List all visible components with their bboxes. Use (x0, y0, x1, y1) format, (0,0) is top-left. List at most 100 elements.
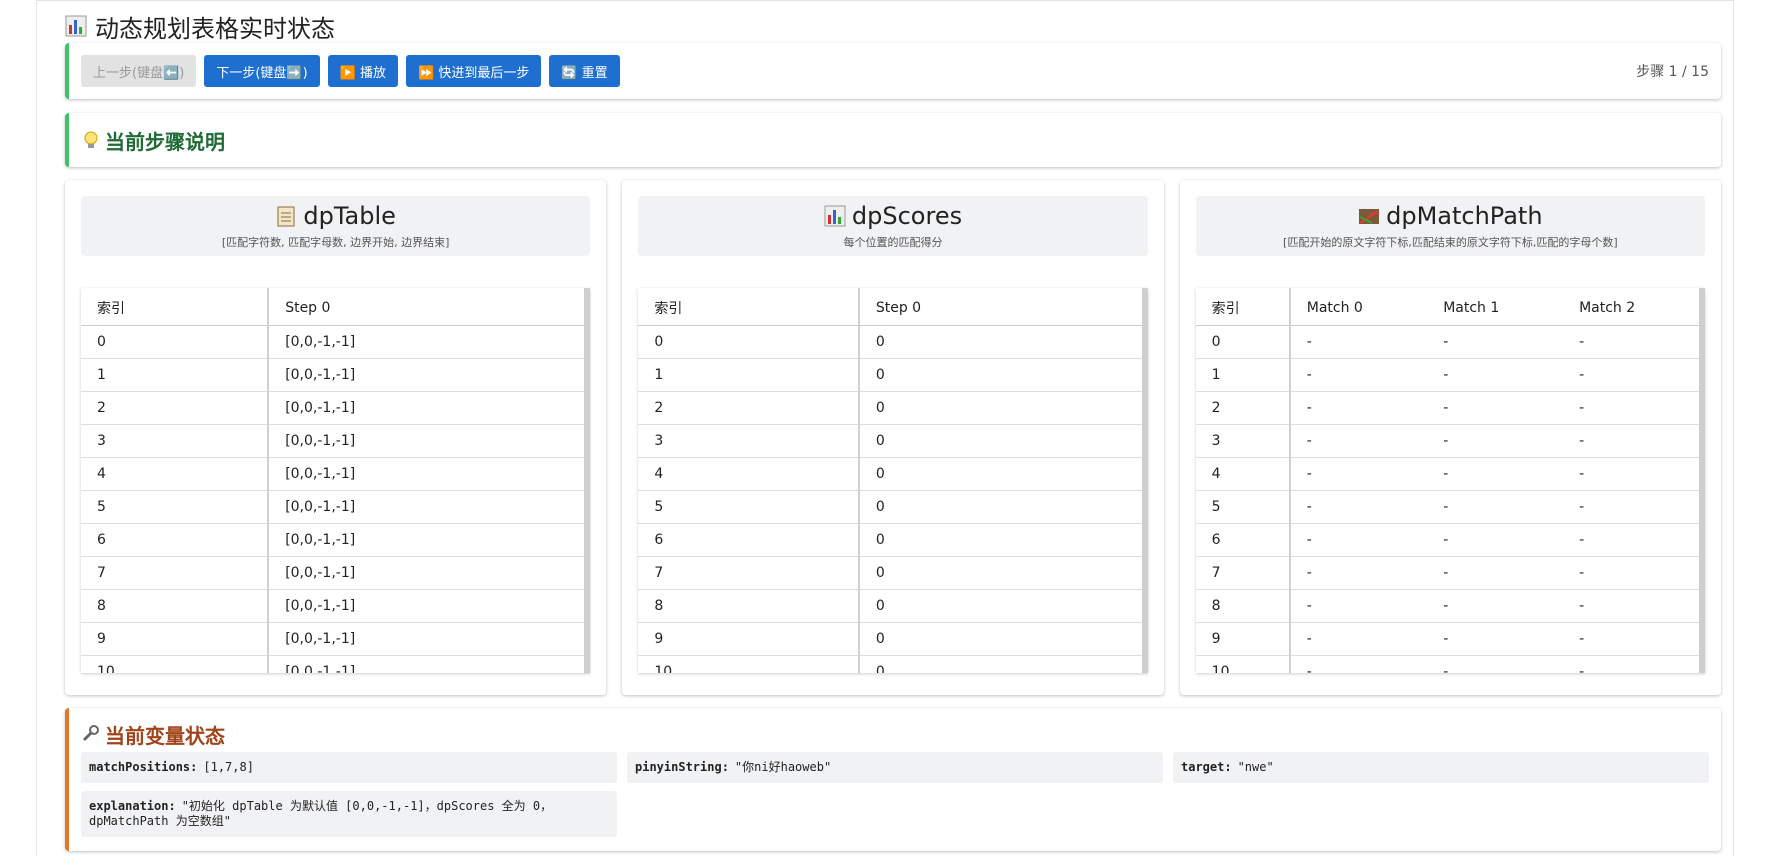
table-row: 8 [0,0,-1,-1] (81, 589, 585, 623)
control-button[interactable]: 🔄 重置 (549, 55, 620, 87)
control-button[interactable]: ▶️ 播放 (327, 55, 399, 87)
table-cell: 9 (1195, 622, 1291, 656)
variable-item: matchPositions: [1,7,8] (81, 752, 617, 783)
table-panel: dpTable [匹配字符数, 匹配字母数, 边界开始, 边界结束] 索引 Step … (65, 180, 607, 695)
table-cell: 10 (638, 655, 860, 673)
variable-key: matchPositions: (89, 760, 198, 774)
table-cell: 7 (81, 556, 270, 590)
table-cell: [0,0,-1,-1] (268, 490, 585, 524)
button-label: 上一步(键盘⬅️) (93, 65, 185, 81)
table-row: 5--- (1195, 490, 1699, 524)
table-cell: [0,0,-1,-1] (268, 622, 585, 656)
variable-key: target: (1181, 760, 1232, 774)
table-cell: - (1289, 523, 1428, 557)
table-cell: 4 (1195, 457, 1291, 491)
table-body: 0 0 1 0 2 0 3 0 4 0 5 0 6 0 7 0 8 0 9 0 10 0 (638, 325, 1142, 673)
table-cell: 0 (858, 391, 1142, 425)
table-cell: - (1563, 556, 1699, 590)
control-button[interactable]: 下一步(键盘➡️) (204, 55, 320, 87)
table-cell: 0 (858, 556, 1142, 590)
button-label: 🔄 重置 (561, 65, 608, 81)
table-cell: - (1289, 358, 1428, 392)
variable-value: "初始化 dpTable 为默认值 [0,0,-1,-1]，dpScores 全… (89, 799, 553, 828)
table-row: 7 [0,0,-1,-1] (81, 556, 585, 590)
table-cell: - (1427, 490, 1564, 524)
variable-value: "你ni好haoweb" (734, 760, 832, 774)
table-cell: 6 (81, 523, 270, 557)
table-cell: - (1289, 589, 1428, 623)
table-row: 6--- (1195, 523, 1699, 557)
table-cell: [0,0,-1,-1] (268, 556, 585, 590)
table-cell: - (1289, 457, 1428, 491)
table-cell: 1 (81, 358, 270, 392)
table-cell: 6 (1195, 523, 1291, 557)
button-label: ▶️ 播放 (339, 65, 387, 81)
table-panel: dpMatchPath [匹配开始的原文字符下标,匹配结束的原文字符下标,匹配的字… (1179, 180, 1721, 695)
panel-title: dpScores (851, 202, 963, 230)
panel-subtitle: 每个位置的匹配得分 (843, 236, 943, 249)
table-row: 4--- (1195, 457, 1699, 491)
panel-icon (824, 205, 846, 227)
table-cell: 8 (1195, 589, 1291, 623)
table-cell: 1 (638, 358, 860, 392)
variable-key: pinyinString: (635, 760, 729, 774)
table-cell: 6 (638, 523, 860, 557)
table-cell: - (1563, 325, 1699, 359)
header-row: 索引 Step 0 (638, 288, 1142, 326)
table-row: 9 [0,0,-1,-1] (81, 622, 585, 656)
table-cell: - (1289, 556, 1428, 590)
table-cell: 0 (638, 325, 860, 359)
table-cell: - (1563, 622, 1699, 656)
variable-item: target: "nwe" (1173, 752, 1709, 783)
panel-icon (277, 206, 295, 227)
variable-item: explanation: "初始化 dpTable 为默认值 [0,0,-1,-1… (81, 791, 617, 837)
panel-title-row: dpMatchPath (1196, 202, 1705, 230)
table-cell: 0 (858, 655, 1142, 673)
panel-header: dpTable [匹配字符数, 匹配字母数, 边界开始, 边界结束] (81, 196, 591, 256)
table-cell: 2 (81, 391, 270, 425)
panel-title-row: dpTable (81, 202, 590, 230)
table-cell: [0,0,-1,-1] (268, 457, 585, 491)
table-cell: 5 (81, 490, 270, 524)
table-row: 1--- (1195, 358, 1699, 392)
table-row: 6 [0,0,-1,-1] (81, 523, 585, 557)
table-body: 0---1---2---3---4---5---6---7---8---9---… (1195, 325, 1699, 673)
variables-grid: matchPositions: [1,7,8] pinyinString: "你ni好… (81, 752, 1709, 837)
variable-item: pinyinString: "你ni好haoweb" (627, 752, 1163, 783)
table-cell: - (1563, 457, 1699, 491)
panel-icon (1359, 209, 1380, 224)
table-cell: 2 (1195, 391, 1291, 425)
control-button[interactable]: 上一步(键盘⬅️) (81, 55, 197, 87)
chart-icon (65, 15, 87, 37)
table-cell: 10 (1195, 655, 1291, 673)
table-cell: - (1289, 424, 1428, 458)
table-scroll: 索引 Step 0 0 0 1 0 2 0 3 0 4 0 5 0 6 0 7 0 8 0 9 0 10 0 (638, 288, 1148, 673)
table-cell: - (1563, 523, 1699, 557)
step-indicator: 步骤 1 / 15 (1636, 64, 1709, 80)
table-cell: - (1427, 589, 1564, 623)
table-cell: - (1563, 589, 1699, 623)
table-cell: - (1427, 622, 1564, 656)
table-cell: 4 (638, 457, 860, 491)
table-cell: 3 (638, 424, 860, 458)
table-cell: 0 (81, 325, 270, 359)
table-cell: 0 (858, 523, 1142, 557)
panel-header: dpMatchPath [匹配开始的原文字符下标,匹配结束的原文字符下标,匹配的字… (1195, 196, 1705, 256)
control-button[interactable]: ⏩ 快进到最后一步 (406, 55, 542, 87)
panel-subtitle: [匹配开始的原文字符下标,匹配结束的原文字符下标,匹配的字母个数] (1283, 236, 1618, 249)
table-scroll: 索引 Step 0 0 [0,0,-1,-1] 1 [0,0,-1,-1] 2 [0,0,-1… (81, 288, 591, 673)
table-cell: 0 (858, 424, 1142, 458)
table-cell: 0 (1195, 325, 1291, 359)
table-head: 索引 Match 0 Match 1 Match 2 (1195, 288, 1699, 326)
table-cell: 0 (858, 457, 1142, 491)
table-cell: - (1289, 622, 1428, 656)
table-cell: - (1563, 424, 1699, 458)
column-header: 索引 (81, 288, 270, 326)
